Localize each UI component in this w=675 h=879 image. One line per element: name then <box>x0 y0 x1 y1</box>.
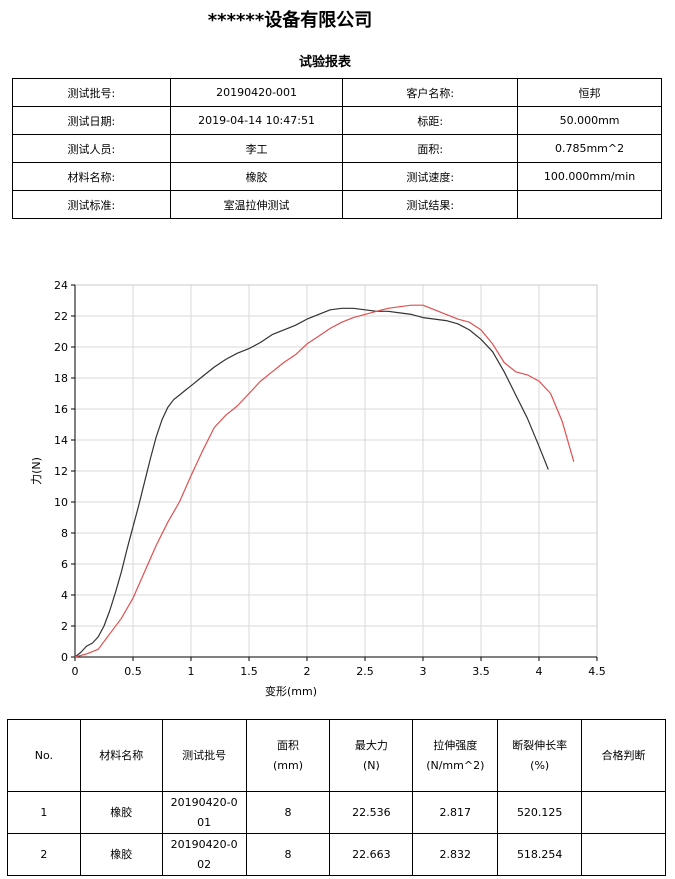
x-tick-label: 0.5 <box>124 665 142 678</box>
info-value <box>517 190 662 219</box>
cell-max-force: 22.536 <box>329 791 414 834</box>
info-label: 测试批号: <box>12 78 171 107</box>
y-axis-label: 力(N) <box>30 457 43 485</box>
results-header-row: No. 材料名称 测试批号 面积 (mm) 最大力 (N) 拉伸强度 (N/mm… <box>7 719 666 792</box>
chart-grid <box>74 284 598 658</box>
x-tick-label: 4 <box>536 665 543 678</box>
info-value: 李工 <box>169 134 344 163</box>
cell-elongation: 518.254 <box>497 833 583 876</box>
header-max-force: 最大力 (N) <box>329 719 414 792</box>
info-label: 测试日期: <box>12 106 171 135</box>
header-no: No. <box>7 719 81 792</box>
info-row: 测试日期: 2019-04-14 10:47:51 标距: 50.000mm <box>12 106 662 135</box>
report-title: 试验报表 <box>298 55 351 70</box>
y-tick-label: 14 <box>54 434 68 447</box>
y-tick-label: 6 <box>61 558 68 571</box>
series-line-1 <box>74 307 549 658</box>
info-label: 面积: <box>342 134 519 163</box>
info-label: 测试结果: <box>342 190 519 219</box>
cell-tensile-strength: 2.832 <box>412 833 499 876</box>
info-label: 测试速度: <box>342 162 519 191</box>
y-tick-label: 4 <box>61 589 68 602</box>
info-row: 测试标准: 室温拉伸测试 测试结果: <box>12 190 662 219</box>
cell-max-force: 22.663 <box>329 833 414 876</box>
table-row: 1 橡胶 20190420-0 01 8 22.536 2.817 520.12… <box>7 791 666 834</box>
info-label: 材料名称: <box>12 162 171 191</box>
x-tick-label: 3.5 <box>472 665 490 678</box>
info-row: 测试批号: 20190420-001 客户名称: 恒邦 <box>12 78 662 107</box>
company-name: ******设备有限公司 <box>207 10 373 31</box>
info-label: 测试人员: <box>12 134 171 163</box>
cell-batch: 20190420-0 01 <box>161 791 247 834</box>
x-axis-label: 变形(mm) <box>265 684 317 698</box>
info-value: 0.785mm^2 <box>517 134 662 163</box>
cell-area: 8 <box>245 791 331 834</box>
info-value: 20190420-001 <box>169 78 344 107</box>
y-tick-label: 8 <box>61 527 68 540</box>
info-value: 100.000mm/min <box>517 162 662 191</box>
y-tick-label: 10 <box>54 496 68 509</box>
info-row: 测试人员: 李工 面积: 0.785mm^2 <box>12 134 662 163</box>
cell-no: 2 <box>7 833 81 876</box>
info-value: 2019-04-14 10:47:51 <box>169 106 344 135</box>
header-material: 材料名称 <box>79 719 163 792</box>
cell-batch: 20190420-0 02 <box>161 833 247 876</box>
series-line-2 <box>74 304 575 658</box>
x-tick-label: 1 <box>188 665 195 678</box>
results-table: No. 材料名称 测试批号 面积 (mm) 最大力 (N) 拉伸强度 (N/mm… <box>7 719 666 876</box>
y-tick-label: 22 <box>54 310 68 323</box>
header-judgement: 合格判断 <box>581 719 666 792</box>
info-value: 恒邦 <box>517 78 662 107</box>
info-label: 客户名称: <box>342 78 519 107</box>
cell-material: 橡胶 <box>79 791 163 834</box>
chart-ticks: 0 0.5 1 1.5 2 2.5 3 3.5 4 4.502468101214161820222… <box>54 279 606 678</box>
info-value: 50.000mm <box>517 106 662 135</box>
cell-judgement <box>581 791 666 834</box>
cell-material: 橡胶 <box>79 833 163 876</box>
info-value: 室温拉伸测试 <box>169 190 344 219</box>
y-tick-label: 12 <box>54 465 68 478</box>
force-deformation-chart: 0 0.5 1 1.5 2 2.5 3 3.5 4 4.502468101214161820222… <box>30 279 606 698</box>
x-tick-label: 1.5 <box>240 665 258 678</box>
chart-series <box>74 304 575 658</box>
cell-judgement <box>581 833 666 876</box>
y-tick-label: 20 <box>54 341 68 354</box>
cell-tensile-strength: 2.817 <box>412 791 499 834</box>
x-tick-label: 0 <box>72 665 79 678</box>
y-tick-label: 16 <box>54 403 68 416</box>
info-label: 测试标准: <box>12 190 171 219</box>
info-value: 橡胶 <box>169 162 344 191</box>
header-area: 面积 (mm) <box>245 719 331 792</box>
header-batch: 测试批号 <box>161 719 247 792</box>
header-tensile-strength: 拉伸强度 (N/mm^2) <box>412 719 499 792</box>
y-tick-label: 0 <box>61 651 68 664</box>
info-row: 材料名称: 橡胶 测试速度: 100.000mm/min <box>12 162 662 191</box>
x-tick-label: 2 <box>304 665 311 678</box>
info-label: 标距: <box>342 106 519 135</box>
table-row: 2 橡胶 20190420-0 02 8 22.663 2.832 518.25… <box>7 833 666 876</box>
cell-no: 1 <box>7 791 81 834</box>
test-info-table: 测试批号: 20190420-001 客户名称: 恒邦 测试日期: 2019-0… <box>12 78 662 219</box>
header-elongation: 断裂伸长率 (%) <box>497 719 583 792</box>
x-tick-label: 2.5 <box>356 665 374 678</box>
y-tick-label: 2 <box>61 620 68 633</box>
cell-area: 8 <box>245 833 331 876</box>
cell-elongation: 520.125 <box>497 791 583 834</box>
y-tick-label: 24 <box>54 279 68 292</box>
y-tick-label: 18 <box>54 372 68 385</box>
x-tick-label: 4.5 <box>588 665 606 678</box>
x-tick-label: 3 <box>420 665 427 678</box>
